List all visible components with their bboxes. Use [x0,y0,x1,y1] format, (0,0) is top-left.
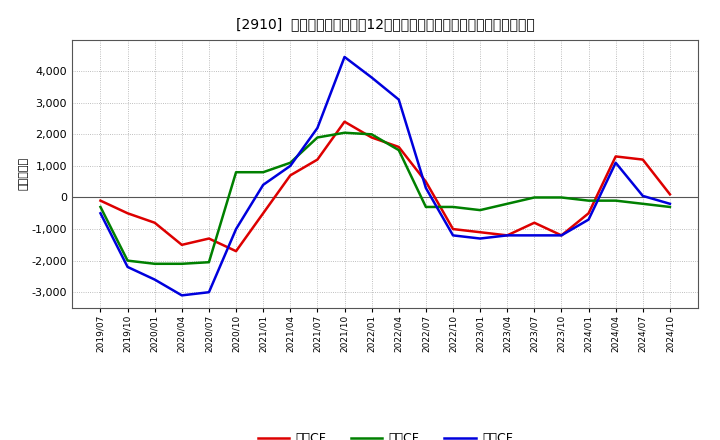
フリCF [367,75,376,80]
営業CF [259,211,268,216]
営業CF [503,233,511,238]
投資CF [259,169,268,175]
投資CF [530,195,539,200]
投資CF [395,147,403,153]
営業CF [395,144,403,150]
フリCF [178,293,186,298]
フリCF [476,236,485,241]
投資CF [503,201,511,206]
投資CF [449,204,457,209]
営業CF [96,198,105,203]
営業CF [367,135,376,140]
投資CF [204,260,213,265]
営業CF [584,211,593,216]
投資CF [341,130,349,136]
フリCF [286,163,294,169]
Y-axis label: （百万円）: （百万円） [19,157,29,191]
営業CF [665,192,674,197]
投資CF [639,201,647,206]
投資CF [96,204,105,209]
フリCF [530,233,539,238]
営業CF [476,230,485,235]
フリCF [259,182,268,187]
営業CF [611,154,620,159]
フリCF [665,201,674,206]
営業CF [639,157,647,162]
投資CF [665,204,674,209]
営業CF [150,220,159,225]
Legend: 営業CF, 投資CF, フリCF: 営業CF, 投資CF, フリCF [253,427,518,440]
フリCF [611,160,620,165]
営業CF [178,242,186,247]
投資CF [557,195,566,200]
投資CF [367,132,376,137]
Line: フリCF: フリCF [101,57,670,295]
フリCF [584,217,593,222]
営業CF [341,119,349,125]
フリCF [449,233,457,238]
投資CF [178,261,186,267]
営業CF [449,227,457,232]
フリCF [232,227,240,232]
投資CF [123,258,132,263]
投資CF [611,198,620,203]
フリCF [123,264,132,270]
営業CF [313,157,322,162]
フリCF [557,233,566,238]
投資CF [150,261,159,267]
投資CF [421,204,430,209]
営業CF [286,173,294,178]
投資CF [584,198,593,203]
Line: 営業CF: 営業CF [101,122,670,251]
投資CF [286,160,294,165]
フリCF [395,97,403,102]
営業CF [123,211,132,216]
フリCF [421,185,430,191]
営業CF [204,236,213,241]
Title: [2910]  キャッシュフローの12か月移動合計の対前年同期増減額の推移: [2910] キャッシュフローの12か月移動合計の対前年同期増減額の推移 [236,18,534,32]
フリCF [150,277,159,282]
Line: 投資CF: 投資CF [101,133,670,264]
営業CF [557,233,566,238]
フリCF [639,193,647,198]
営業CF [232,249,240,254]
フリCF [96,211,105,216]
フリCF [503,233,511,238]
営業CF [421,179,430,184]
投資CF [313,135,322,140]
フリCF [313,125,322,131]
営業CF [530,220,539,225]
投資CF [232,169,240,175]
フリCF [341,54,349,59]
投資CF [476,208,485,213]
フリCF [204,290,213,295]
